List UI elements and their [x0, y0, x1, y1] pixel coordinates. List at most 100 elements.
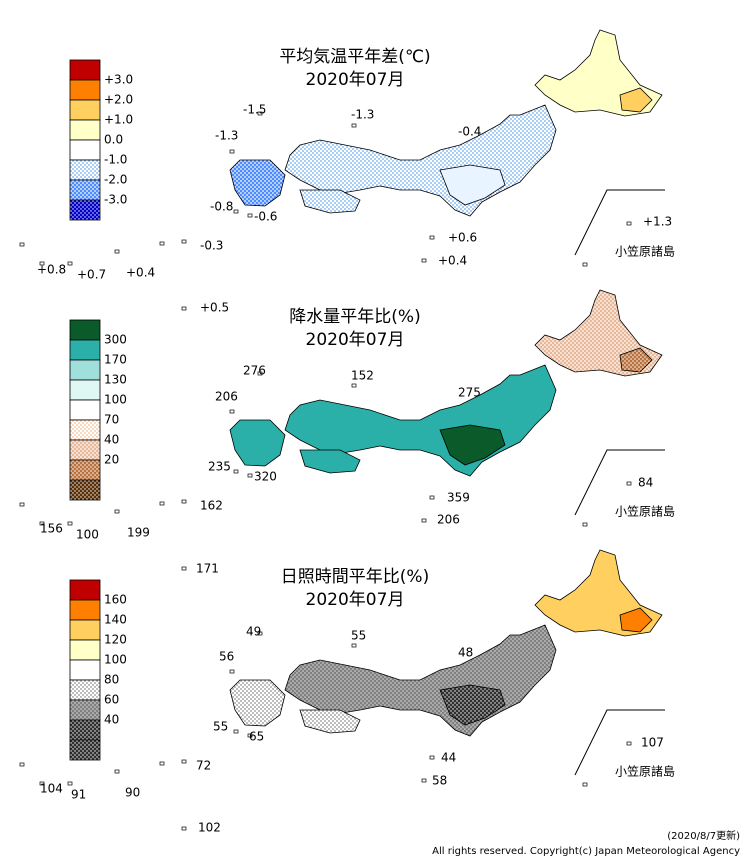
island: [582, 522, 588, 527]
island: [229, 149, 235, 154]
inset-frame: [574, 189, 665, 256]
legend-label: -2.0: [104, 173, 127, 187]
island: [421, 778, 427, 783]
station-value: 44: [441, 751, 456, 765]
station-value: -0.4: [458, 125, 481, 139]
land-region: [229, 159, 286, 207]
station-value: +0.6: [448, 231, 477, 245]
map-panel: 降水量平年比(%) 2020年07月 300 170 130 100 70 40 20 小笠原諸島…: [19, 289, 675, 576]
land-region: [439, 684, 506, 726]
station-value: 206: [437, 513, 460, 527]
station-value: 55: [213, 720, 228, 734]
station-value: 90: [125, 786, 140, 800]
island: [247, 733, 253, 738]
bonin-label: 小笠原諸島: [615, 244, 675, 259]
island: [582, 262, 588, 267]
station-value: +0.4: [126, 266, 155, 280]
legend-swatch: [69, 419, 101, 441]
land-region: [299, 709, 361, 734]
land-region: [619, 87, 653, 113]
station-value: +0.4: [438, 254, 467, 268]
island: [626, 481, 632, 486]
legend-swatch: [69, 479, 101, 501]
station-value: +0.8: [37, 263, 66, 277]
island: [181, 826, 187, 831]
land-region: [299, 449, 361, 474]
legend-swatch: [69, 199, 101, 221]
legend-swatch: [69, 359, 101, 381]
bonin-label: 小笠原諸島: [615, 764, 675, 779]
station-value: 48: [458, 646, 473, 660]
island: [181, 759, 187, 764]
legend-swatch: [69, 119, 101, 141]
legend-swatch: [69, 339, 101, 361]
station-value: 235: [208, 460, 231, 474]
legend-swatch: [69, 79, 101, 101]
island: [429, 755, 435, 760]
island: [67, 261, 73, 266]
legend-label: 40: [104, 713, 119, 727]
land-region: [229, 679, 286, 727]
legend-swatch: [69, 159, 101, 181]
island: [39, 261, 45, 266]
legend-label: 130: [104, 373, 127, 387]
station-value: 84: [638, 476, 653, 490]
island: [181, 239, 187, 244]
legend-label: 20: [104, 453, 119, 467]
legend-label: 100: [104, 653, 127, 667]
station-value: 55: [351, 629, 366, 643]
island: [181, 566, 187, 571]
station-value: 65: [249, 730, 264, 744]
station-value: 320: [254, 470, 277, 484]
island: [19, 762, 25, 767]
station-value: -0.6: [254, 210, 277, 224]
legend-label: +1.0: [104, 113, 133, 127]
island: [351, 383, 357, 388]
island: [181, 499, 187, 504]
legend-label: 60: [104, 693, 119, 707]
legend-swatch: [69, 139, 101, 161]
station-value: -1.3: [351, 108, 374, 122]
island: [67, 781, 73, 786]
map-title: 平均気温平年差(℃): [279, 47, 430, 67]
island: [233, 729, 239, 734]
inset-frame: [574, 709, 665, 776]
island: [39, 521, 45, 526]
station-value: 107: [641, 736, 664, 750]
legend-swatch: [69, 599, 101, 621]
legend-swatch: [69, 179, 101, 201]
island: [19, 502, 25, 507]
update-date: (2020/8/7更新): [667, 829, 740, 842]
legend-swatch: [69, 399, 101, 421]
legend-swatch: [69, 579, 101, 601]
island: [351, 123, 357, 128]
station-value: 72: [196, 759, 211, 773]
station-value: 275: [458, 386, 481, 400]
map-panel: 平均気温平年差(℃) 2020年07月 +3.0 +2.0 +1.0 0.0 -1.0 -2.…: [19, 29, 675, 315]
legend-label: 100: [104, 393, 127, 407]
island: [257, 371, 263, 376]
island: [39, 781, 45, 786]
legend-swatch: [69, 99, 101, 121]
legend-swatch: [69, 439, 101, 461]
land-region: [299, 189, 361, 214]
map-title: 降水量平年比(%): [289, 307, 420, 327]
copyright: All rights reserved. Copyright(c) Japan …: [432, 846, 740, 857]
legend-swatch: [69, 639, 101, 661]
island: [229, 409, 235, 414]
land-region: [229, 419, 286, 467]
island: [233, 209, 239, 214]
bonin-label: 小笠原諸島: [615, 504, 675, 519]
inset-frame: [574, 449, 665, 516]
legend-label: 40: [104, 433, 119, 447]
island: [114, 249, 120, 254]
station-value: 102: [198, 821, 221, 835]
island: [114, 769, 120, 774]
legend-label: -3.0: [104, 193, 127, 207]
map-title: 日照時間平年比(%): [281, 567, 429, 587]
island: [257, 111, 263, 116]
map-date: 2020年07月: [306, 70, 405, 90]
legend-label: -1.0: [104, 153, 127, 167]
station-value: 199: [127, 526, 150, 540]
